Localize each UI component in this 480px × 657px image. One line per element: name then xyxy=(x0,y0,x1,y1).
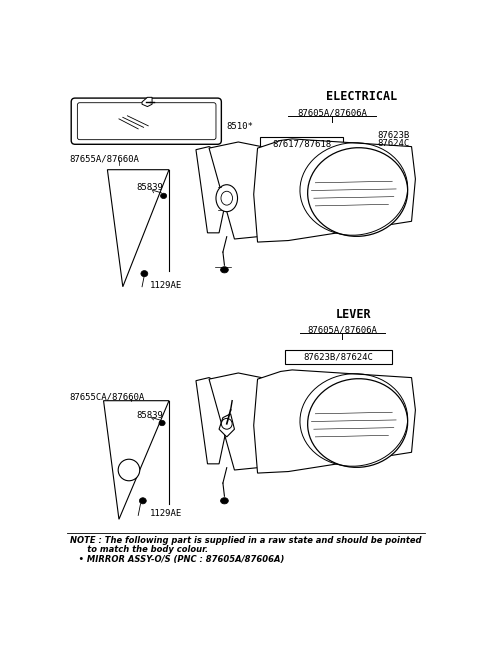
Text: 87623B: 87623B xyxy=(377,131,409,140)
Text: 87655A/87660A: 87655A/87660A xyxy=(69,154,139,164)
Ellipse shape xyxy=(221,191,232,205)
Ellipse shape xyxy=(221,419,232,429)
Polygon shape xyxy=(196,378,234,464)
Text: ELECTRICAL: ELECTRICAL xyxy=(326,89,397,102)
Ellipse shape xyxy=(221,498,228,504)
Polygon shape xyxy=(219,414,234,437)
Ellipse shape xyxy=(118,459,140,481)
Text: 1129AE: 1129AE xyxy=(150,281,182,290)
Polygon shape xyxy=(209,142,267,239)
Text: 85839: 85839 xyxy=(136,411,163,420)
FancyBboxPatch shape xyxy=(71,98,221,145)
Text: 87605A/87606A: 87605A/87606A xyxy=(307,325,377,334)
Text: 87623B/87624C: 87623B/87624C xyxy=(303,352,373,361)
Text: 87655CA/87660A: 87655CA/87660A xyxy=(69,393,144,402)
Text: 87617/87618: 87617/87618 xyxy=(272,140,331,148)
Text: 8510*: 8510* xyxy=(227,122,253,131)
Ellipse shape xyxy=(139,498,146,504)
Ellipse shape xyxy=(159,420,165,426)
FancyBboxPatch shape xyxy=(285,350,392,364)
Text: 85839: 85839 xyxy=(136,183,163,192)
Polygon shape xyxy=(196,147,234,233)
Ellipse shape xyxy=(308,148,408,237)
Ellipse shape xyxy=(141,271,148,277)
Text: to match the body colour.: to match the body colour. xyxy=(71,545,209,555)
Polygon shape xyxy=(108,170,169,286)
Text: NOTE : The following part is supplied in a raw state and should be pointed: NOTE : The following part is supplied in… xyxy=(71,536,422,545)
Ellipse shape xyxy=(221,267,228,273)
Text: 1129AE: 1129AE xyxy=(150,509,182,518)
Text: 87605A/87606A: 87605A/87606A xyxy=(297,108,367,117)
Text: 87624C: 87624C xyxy=(377,139,409,148)
Text: • MIRROR ASSY-O/S (PNC : 87605A/87606A): • MIRROR ASSY-O/S (PNC : 87605A/87606A) xyxy=(71,555,285,564)
Polygon shape xyxy=(254,370,415,473)
FancyBboxPatch shape xyxy=(260,137,343,151)
Ellipse shape xyxy=(308,378,408,467)
Ellipse shape xyxy=(160,193,167,198)
Polygon shape xyxy=(209,373,267,470)
Ellipse shape xyxy=(216,185,238,212)
Polygon shape xyxy=(142,97,152,106)
Text: LEVER: LEVER xyxy=(336,308,372,321)
Polygon shape xyxy=(104,401,169,519)
Polygon shape xyxy=(254,139,415,242)
